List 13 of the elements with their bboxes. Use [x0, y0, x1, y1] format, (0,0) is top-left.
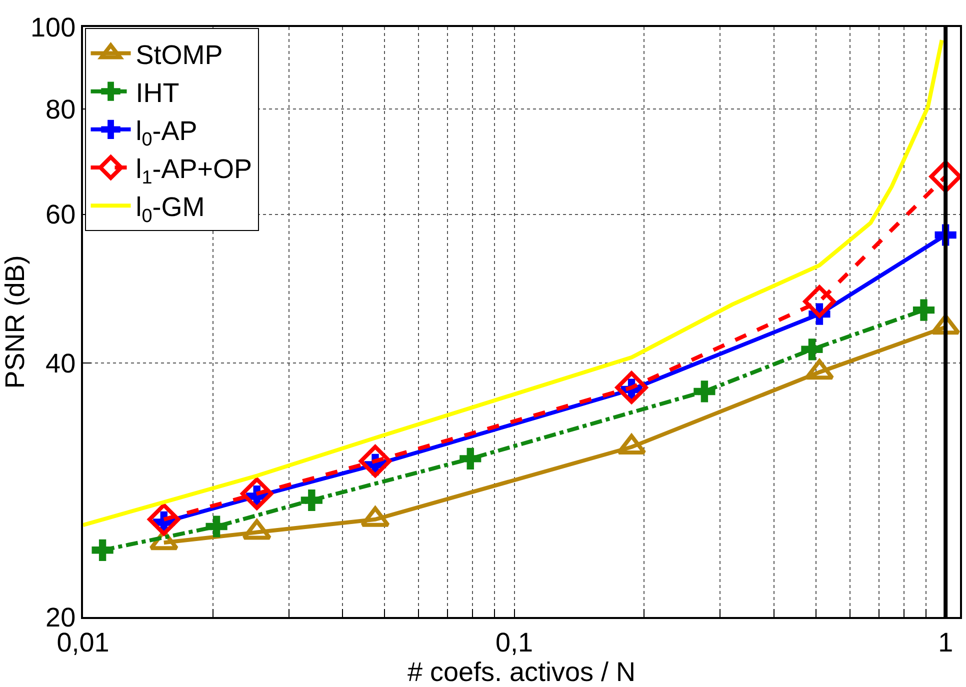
y-tick-label: 60 — [46, 200, 76, 230]
y-tick-label: 100 — [30, 12, 76, 42]
y-tick-label: 80 — [46, 94, 76, 124]
legend-label: l$_{0}$-AP — [136, 116, 198, 151]
x-tick-label: 1 — [938, 627, 954, 658]
y-axis-title: PSNR (dB) — [0, 255, 30, 389]
legend-label: l$_{1}$-AP+OP — [136, 154, 252, 189]
y-tick-label: 40 — [46, 348, 76, 378]
x-tick-label: 0,1 — [496, 627, 534, 658]
legend-label: StOMP — [136, 40, 223, 70]
x-axis-title: # coefs. activos / N — [407, 657, 636, 687]
legend-label: l$_{0}$-GM — [136, 192, 205, 227]
legend-label: IHT — [136, 78, 180, 108]
